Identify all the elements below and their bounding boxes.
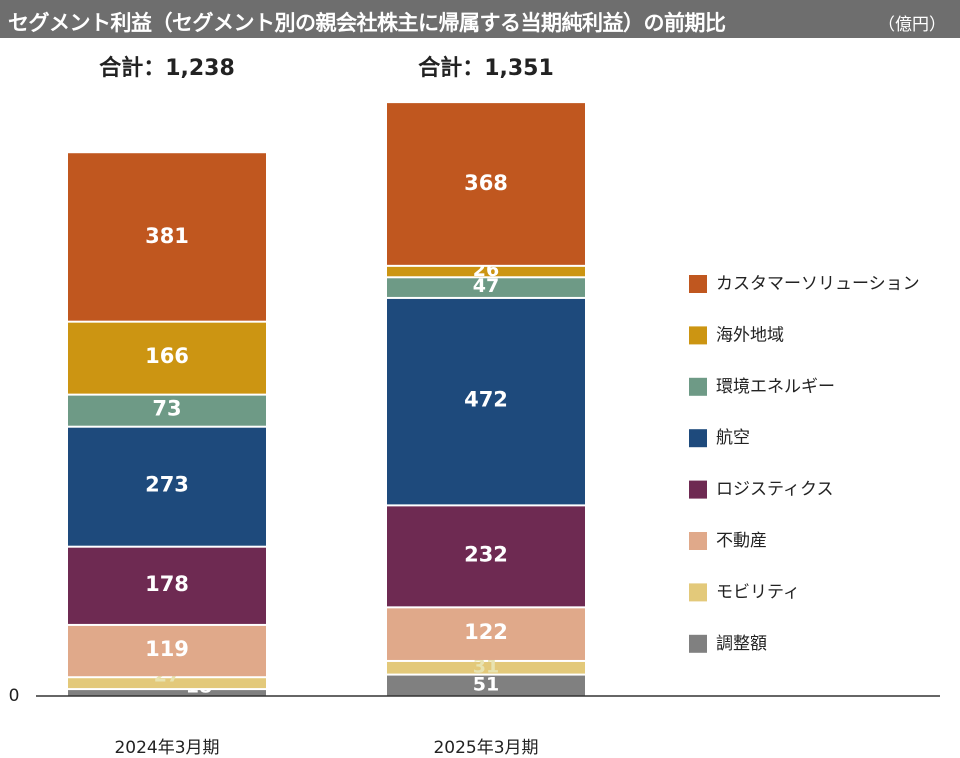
data-label-1-4: 472 bbox=[464, 388, 508, 412]
bar-segment-1-1 bbox=[387, 661, 585, 674]
legend-label-2: 環境エネルギー bbox=[716, 377, 835, 397]
data-label-0-3: 178 bbox=[145, 572, 189, 596]
legend-swatch-0 bbox=[689, 275, 707, 293]
bar-segment-0-0 bbox=[68, 690, 266, 696]
bar-segment-0-4 bbox=[68, 427, 266, 546]
data-label-1-7: 368 bbox=[464, 171, 508, 195]
bar-segment-1-3 bbox=[387, 506, 585, 607]
legend-label-5: 不動産 bbox=[716, 531, 767, 551]
bar-segment-0-2 bbox=[68, 625, 266, 677]
bar-segment-0-1 bbox=[68, 678, 266, 689]
category-label-0: 2024年3月期 bbox=[114, 738, 219, 758]
data-label-1-2: 122 bbox=[464, 620, 508, 644]
data-label-1-0: 51 bbox=[473, 673, 499, 695]
unit-label: （億円） bbox=[878, 15, 946, 35]
legend-label-4: ロジスティクス bbox=[716, 480, 833, 500]
bar-segment-1-7 bbox=[387, 103, 585, 265]
data-label-0-2: 119 bbox=[145, 637, 189, 661]
legend-swatch-6 bbox=[689, 583, 707, 602]
legend-label-6: モビリティ bbox=[716, 582, 800, 602]
bar-segment-1-4 bbox=[387, 298, 585, 505]
legend-swatch-3 bbox=[689, 429, 707, 448]
bar-segment-0-6 bbox=[68, 322, 266, 394]
bar-segment-1-6 bbox=[387, 266, 585, 277]
legend-label-3: 航空 bbox=[716, 428, 750, 448]
bar-segment-0-5 bbox=[68, 395, 266, 426]
data-label-0-7: 381 bbox=[145, 224, 189, 248]
bar-segment-1-5 bbox=[387, 278, 585, 297]
data-label-1-1: 31 bbox=[473, 655, 499, 677]
total-label-1: 合計：1,351 bbox=[418, 55, 554, 81]
legend-swatch-5 bbox=[689, 532, 707, 550]
legend-swatch-2 bbox=[689, 377, 707, 396]
bar-segment-1-0 bbox=[387, 675, 585, 696]
data-label-1-3: 232 bbox=[464, 542, 508, 566]
legend-swatch-4 bbox=[689, 480, 707, 499]
legend-label-0: カスタマーソリューション bbox=[716, 274, 920, 294]
data-label-0-5: 73 bbox=[152, 397, 181, 421]
total-label-0: 合計：1,238 bbox=[99, 55, 235, 81]
data-label-1-5: 47 bbox=[473, 275, 499, 297]
bar-segment-1-2 bbox=[387, 608, 585, 660]
chart-title-bar: セグメント利益（セグメント別の親会社株主に帰属する当期純利益）の前期比 （億円） bbox=[0, 0, 960, 38]
bar-segment-0-3 bbox=[68, 547, 266, 624]
y-tick-label-0: 0 bbox=[9, 686, 20, 706]
legend-label-1: 海外地域 bbox=[716, 325, 784, 345]
category-label-1: 2025年3月期 bbox=[433, 738, 538, 758]
data-label-0-4: 273 bbox=[145, 473, 189, 497]
chart-title: セグメント利益（セグメント別の親会社株主に帰属する当期純利益）の前期比 bbox=[8, 11, 726, 35]
legend-swatch-1 bbox=[689, 326, 707, 345]
data-label-0-6: 166 bbox=[145, 344, 189, 368]
legend-label-7: 調整額 bbox=[716, 634, 767, 654]
legend-swatch-7 bbox=[689, 634, 707, 653]
bar-segment-0-7 bbox=[68, 153, 266, 321]
